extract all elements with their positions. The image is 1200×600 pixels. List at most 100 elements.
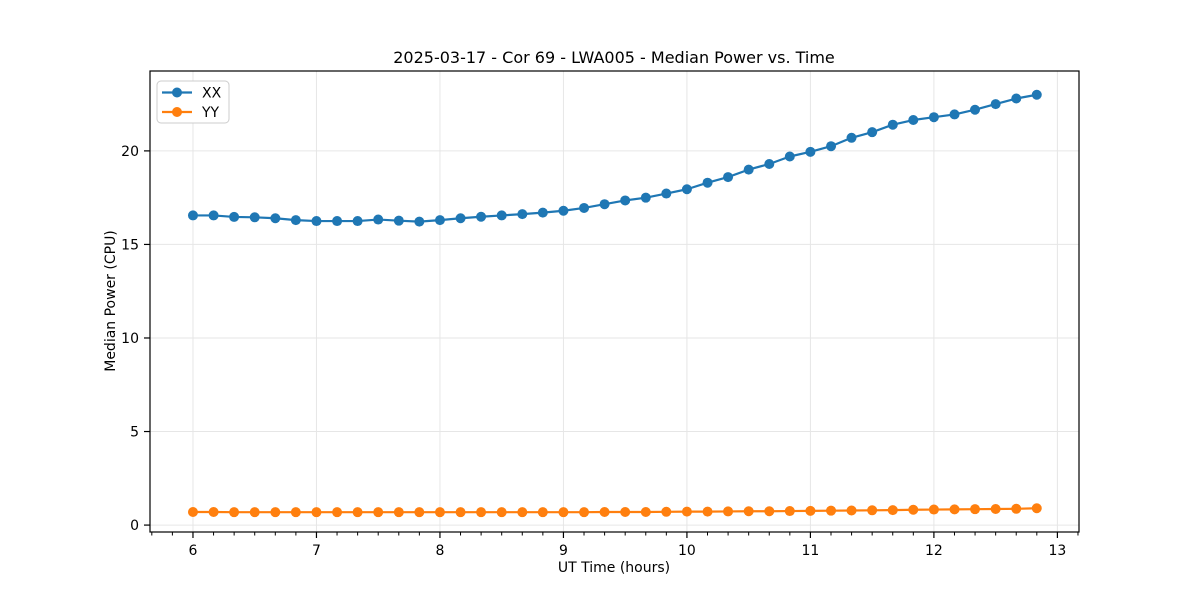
series-YY-point <box>476 507 487 518</box>
series-YY-point <box>990 503 1001 514</box>
series-XX-point <box>517 209 528 220</box>
series-XX-point <box>990 99 1001 110</box>
y-tick-label: 5 <box>130 425 139 441</box>
series-XX-point <box>332 216 343 227</box>
series-XX-point <box>949 109 960 120</box>
series-XX-point <box>311 216 322 227</box>
series-YY-point <box>579 507 590 518</box>
series-YY-point <box>764 506 775 517</box>
y-tick-label: 20 <box>121 144 139 160</box>
series-XX-point <box>1011 93 1022 104</box>
series-XX-point <box>270 213 281 224</box>
series-XX-point <box>496 210 507 221</box>
series-YY-point <box>970 504 981 515</box>
x-tick-label: 11 <box>801 543 819 559</box>
x-axis-label: UT Time (hours) <box>558 560 670 576</box>
series-XX-point <box>558 205 569 216</box>
legend-label-YY: YY <box>201 105 220 121</box>
series-XX-point <box>537 207 548 218</box>
series-YY-point <box>846 505 857 516</box>
series-XX-point <box>661 188 672 199</box>
series-XX-point <box>640 192 651 203</box>
series-YY-point <box>1011 503 1022 514</box>
series-YY-point <box>867 505 878 516</box>
series-YY-point <box>640 506 651 517</box>
series-XX-point <box>928 112 939 123</box>
series-YY-point <box>270 507 281 518</box>
series-XX-point <box>1031 89 1042 100</box>
plot-border <box>149 70 1080 533</box>
series-YY-point <box>702 506 713 517</box>
x-tick-label: 8 <box>435 543 444 559</box>
series-XX-point <box>908 115 919 126</box>
series-YY-point <box>496 507 507 518</box>
series-XX-point <box>249 212 260 223</box>
x-tick-label: 9 <box>559 543 568 559</box>
x-tick-label: 7 <box>312 543 321 559</box>
series-YY-point <box>887 505 898 516</box>
series-YY-point <box>311 507 322 518</box>
series-XX-point <box>887 119 898 130</box>
axes: 6 7 8 9 10 11 12 13 0 5 10 15 20 <box>121 70 1080 559</box>
series-XX-point <box>620 195 631 206</box>
series-YY-point <box>784 506 795 517</box>
series-XX-point <box>414 216 425 227</box>
series-XX-point <box>373 214 384 225</box>
series-YY-point <box>290 507 301 518</box>
series-YY-point <box>949 504 960 515</box>
series-XX-point <box>290 215 301 226</box>
series-YY-point <box>723 506 734 517</box>
y-axis-label: Median Power (CPU) <box>103 230 119 372</box>
series-YY-point <box>455 507 466 518</box>
series-YY-point <box>620 506 631 517</box>
x-tick-label: 12 <box>925 543 943 559</box>
series-YY-point <box>661 506 672 517</box>
series-YY-point <box>558 507 569 518</box>
series-XX-point <box>599 199 610 210</box>
series-XX-point <box>764 158 775 169</box>
series-YY-point <box>249 507 260 518</box>
series-YY-point <box>1031 503 1042 514</box>
series-XX-line <box>191 93 1038 223</box>
series-YY-point <box>332 507 343 518</box>
series-XX-point <box>743 164 754 175</box>
series-YY-point <box>352 507 363 518</box>
legend-marker-XX <box>172 87 182 98</box>
series-XX-point <box>352 216 363 227</box>
series-YY-point <box>229 507 240 518</box>
chart-title: 2025-03-17 - Cor 69 - LWA005 - Median Po… <box>393 48 835 67</box>
series-YY-point <box>414 507 425 518</box>
series-YY-point <box>393 507 404 518</box>
x-tick-label: 6 <box>189 543 198 559</box>
series-XX-point <box>229 211 240 222</box>
series-YY-point <box>517 507 528 518</box>
y-tick-label: 10 <box>121 331 139 347</box>
series-XX-point <box>805 146 816 157</box>
series-YY-point <box>599 506 610 517</box>
legend-marker-YY <box>172 107 182 117</box>
series-YY-point <box>187 506 198 517</box>
grid <box>150 71 1079 532</box>
series-YY-point <box>826 505 837 516</box>
series-XX-point <box>970 104 981 115</box>
series-XX-point <box>784 151 795 162</box>
series-YY-point <box>434 507 445 518</box>
series-XX-point <box>867 127 878 138</box>
series-XX-point <box>826 141 837 152</box>
series-XX-point <box>434 215 445 226</box>
series-XX-point <box>681 184 692 195</box>
series-XX-point <box>579 202 590 213</box>
series-XX-point <box>187 210 198 221</box>
series-XX-point <box>393 215 404 226</box>
series-YY-point <box>373 507 384 518</box>
series-YY-point <box>908 504 919 515</box>
series-XX-point <box>208 210 219 221</box>
series-YY-point <box>681 506 692 517</box>
series-YY-point <box>928 504 939 515</box>
y-tick-label: 15 <box>121 237 139 253</box>
legend-label-XX: XX <box>202 86 222 102</box>
x-tick-label: 13 <box>1048 543 1066 559</box>
y-tick-label: 0 <box>130 518 139 534</box>
